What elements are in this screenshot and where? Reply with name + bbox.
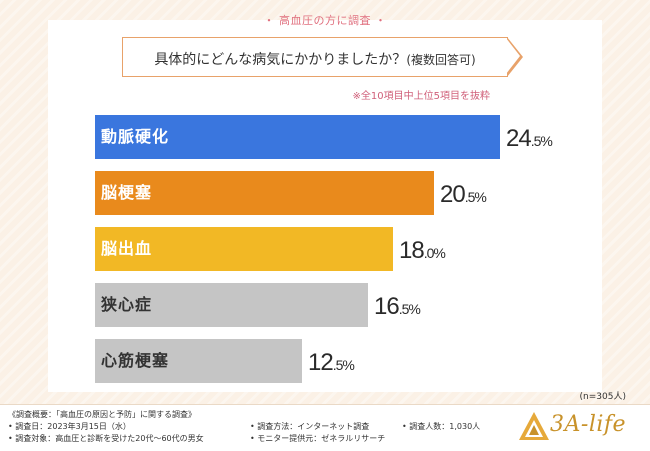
survey-target: • 調査対象：高血圧と診断を受けた20代〜60代の男女 (8, 434, 204, 443)
sample-size: (n=305人) (579, 392, 626, 402)
brand-name: 3A-life (550, 412, 627, 437)
bar-5 (95, 339, 302, 383)
question-sub: (複数回答可) (406, 53, 476, 67)
survey-provider: • モニター提供元：ゼネラルリサーチ (250, 434, 386, 443)
logo-mark-icon (519, 412, 549, 440)
survey-count: • 調査人数：1,030人 (402, 422, 481, 431)
survey-method: • 調査方法：インターネット調査 (250, 422, 370, 431)
bar-label-5: 心筋梗塞 (101, 351, 170, 370)
value-int: 16 (374, 293, 400, 320)
bar-2 (95, 171, 434, 215)
question-box: 具体的にどんな病気にかかりましたか？(複数回答可) (122, 36, 523, 77)
bar-label-4: 狭心症 (101, 295, 153, 314)
value-label-5: 12.5% (308, 339, 355, 383)
question-main: 具体的にどんな病気にかかりましたか？ (154, 52, 407, 68)
value-dec: .5% (530, 133, 553, 149)
value-int: 12 (308, 349, 334, 376)
bar-1 (95, 115, 500, 159)
survey-title: ・ 高血圧の方に調査 ・ (263, 14, 387, 27)
survey-date: • 調査日：2023年3月15日（水） (8, 422, 131, 431)
value-dec: .5% (398, 301, 421, 317)
value-int: 24 (506, 125, 532, 152)
survey-overview: 《調査概要：「高血圧の原因と予防」に関する調査》 (8, 410, 196, 419)
value-int: 20 (440, 181, 466, 208)
bar-3 (95, 227, 393, 271)
value-dec: .5% (464, 189, 487, 205)
bar-label-3: 脳出血 (101, 239, 153, 258)
value-label-4: 16.5% (374, 283, 421, 327)
value-dec: .0% (423, 245, 446, 261)
value-label-1: 24.5% (506, 115, 553, 159)
value-int: 18 (399, 237, 425, 264)
bar-4 (95, 283, 368, 327)
bar-label-1: 動脈硬化 (101, 127, 170, 146)
question-text: 具体的にどんな病気にかかりましたか？(複数回答可) (123, 49, 507, 69)
value-label-2: 20.5% (440, 171, 487, 215)
excerpt-note: ※全10項目中上位5項目を抜粋 (352, 91, 490, 102)
brand-logo: 3A-life (518, 410, 636, 444)
value-label-3: 18.0% (399, 227, 446, 271)
footer: 《調査概要：「高血圧の原因と予防」に関する調査》 • 調査日：2023年3月15… (0, 404, 650, 451)
value-dec: .5% (332, 357, 355, 373)
bar-label-2: 脳梗塞 (101, 183, 153, 202)
